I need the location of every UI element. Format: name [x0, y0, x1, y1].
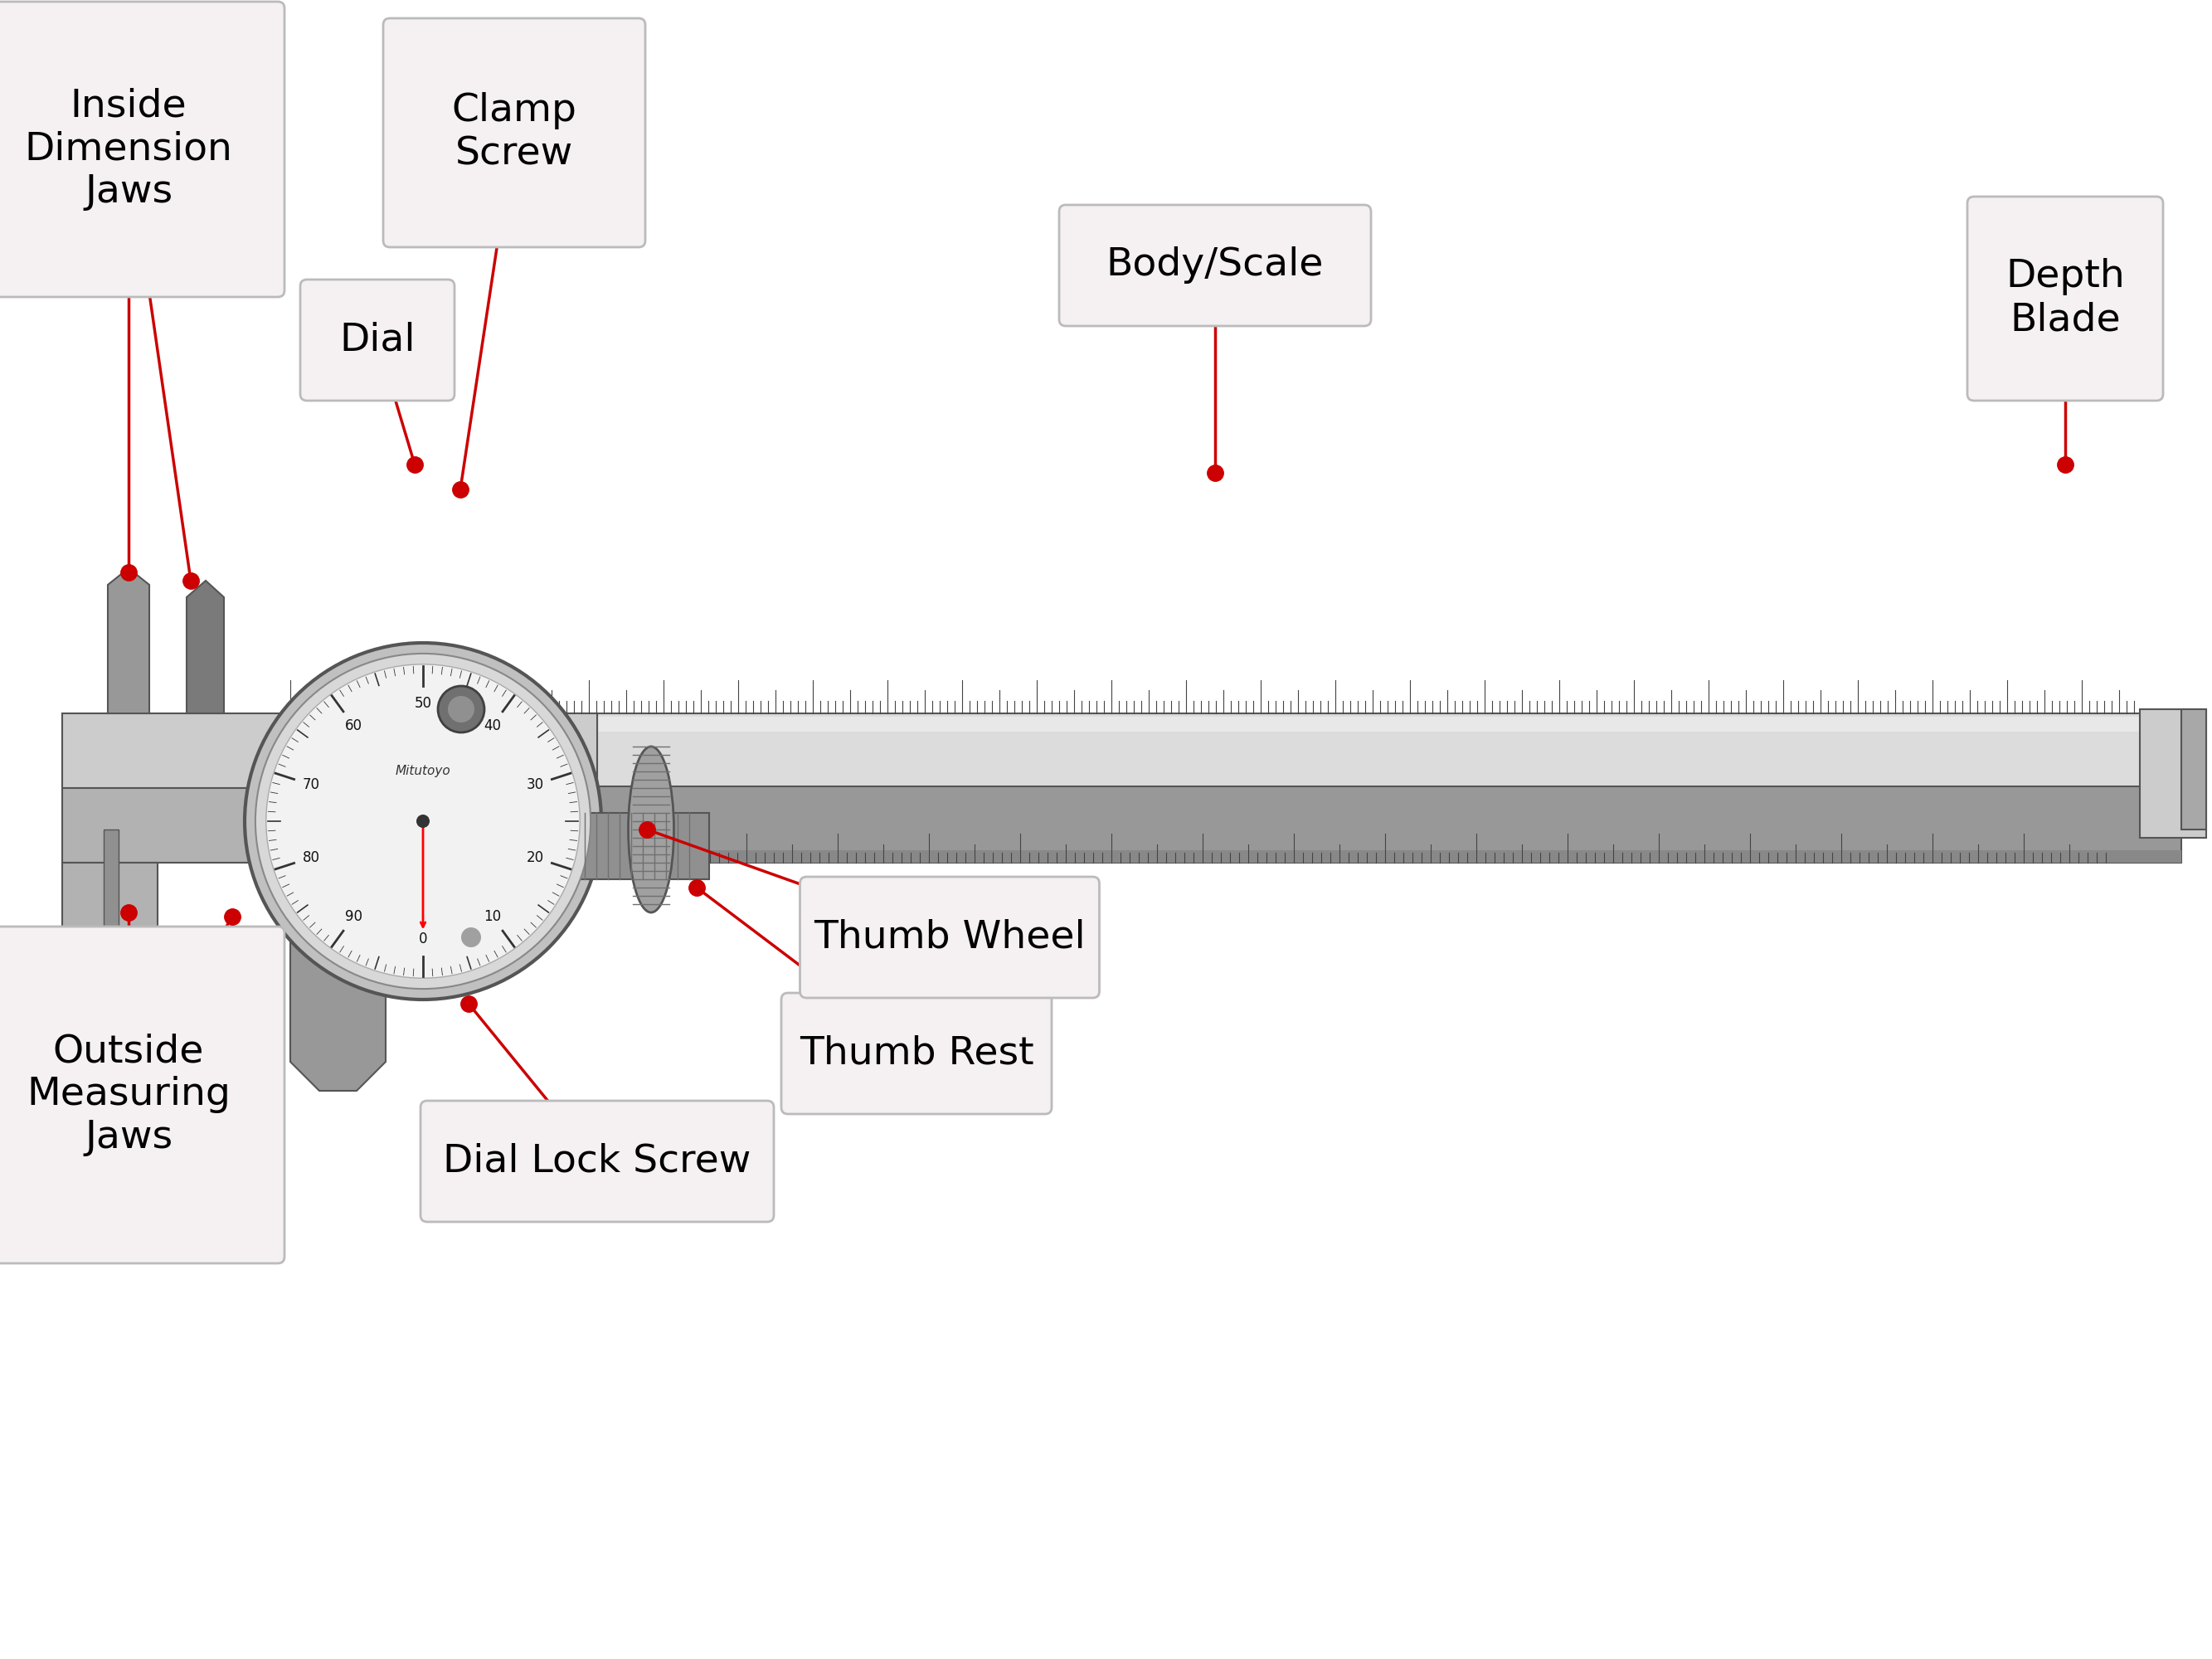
- Text: Dial: Dial: [338, 322, 416, 358]
- Polygon shape: [290, 863, 385, 1092]
- Text: Thumb Wheel: Thumb Wheel: [814, 919, 1086, 956]
- FancyBboxPatch shape: [420, 1102, 774, 1221]
- Ellipse shape: [628, 747, 675, 912]
- FancyBboxPatch shape: [801, 876, 1099, 997]
- Bar: [62, 713, 292, 863]
- Polygon shape: [108, 567, 148, 713]
- FancyBboxPatch shape: [0, 926, 285, 1264]
- Text: 40: 40: [484, 718, 500, 733]
- Circle shape: [453, 919, 489, 956]
- Text: 50: 50: [414, 697, 431, 712]
- Bar: [580, 813, 710, 879]
- Text: Inside
Dimension
Jaws: Inside Dimension Jaws: [24, 88, 232, 211]
- Bar: [290, 849, 2181, 863]
- Circle shape: [447, 697, 473, 723]
- Bar: [290, 713, 597, 788]
- FancyBboxPatch shape: [383, 18, 646, 247]
- FancyBboxPatch shape: [781, 992, 1051, 1115]
- FancyBboxPatch shape: [0, 2, 285, 297]
- FancyBboxPatch shape: [1060, 204, 1371, 325]
- Bar: [290, 717, 2181, 732]
- Circle shape: [265, 664, 580, 979]
- Text: 90: 90: [345, 909, 363, 924]
- Circle shape: [460, 927, 480, 947]
- Circle shape: [438, 687, 484, 733]
- Bar: [290, 713, 597, 863]
- Text: Depth
Blade: Depth Blade: [2006, 259, 2126, 338]
- Text: 10: 10: [484, 909, 500, 924]
- Bar: [62, 713, 292, 788]
- Bar: [104, 830, 119, 1078]
- Text: 30: 30: [526, 778, 544, 793]
- Polygon shape: [186, 581, 223, 713]
- Text: 20: 20: [526, 849, 544, 864]
- Bar: [290, 713, 2181, 788]
- Text: Thumb Rest: Thumb Rest: [799, 1035, 1033, 1072]
- Text: Outside
Measuring
Jaws: Outside Measuring Jaws: [27, 1034, 230, 1156]
- Text: 80: 80: [303, 849, 321, 864]
- FancyBboxPatch shape: [1966, 196, 2163, 400]
- Text: Body/Scale: Body/Scale: [1106, 247, 1323, 284]
- Text: Clamp
Screw: Clamp Screw: [451, 93, 577, 173]
- Circle shape: [254, 654, 591, 989]
- FancyBboxPatch shape: [301, 279, 453, 400]
- Bar: [2148, 713, 2166, 788]
- Text: Mitutoyo: Mitutoyo: [396, 765, 451, 778]
- Bar: [2139, 710, 2205, 838]
- Text: 0: 0: [418, 931, 427, 946]
- Text: Dial Lock Screw: Dial Lock Screw: [442, 1143, 752, 1180]
- Circle shape: [416, 815, 429, 828]
- Polygon shape: [62, 863, 157, 1112]
- Bar: [2181, 710, 2205, 830]
- Text: 70: 70: [303, 778, 321, 793]
- Circle shape: [246, 642, 602, 999]
- Text: 60: 60: [345, 718, 363, 733]
- Bar: [290, 786, 2181, 863]
